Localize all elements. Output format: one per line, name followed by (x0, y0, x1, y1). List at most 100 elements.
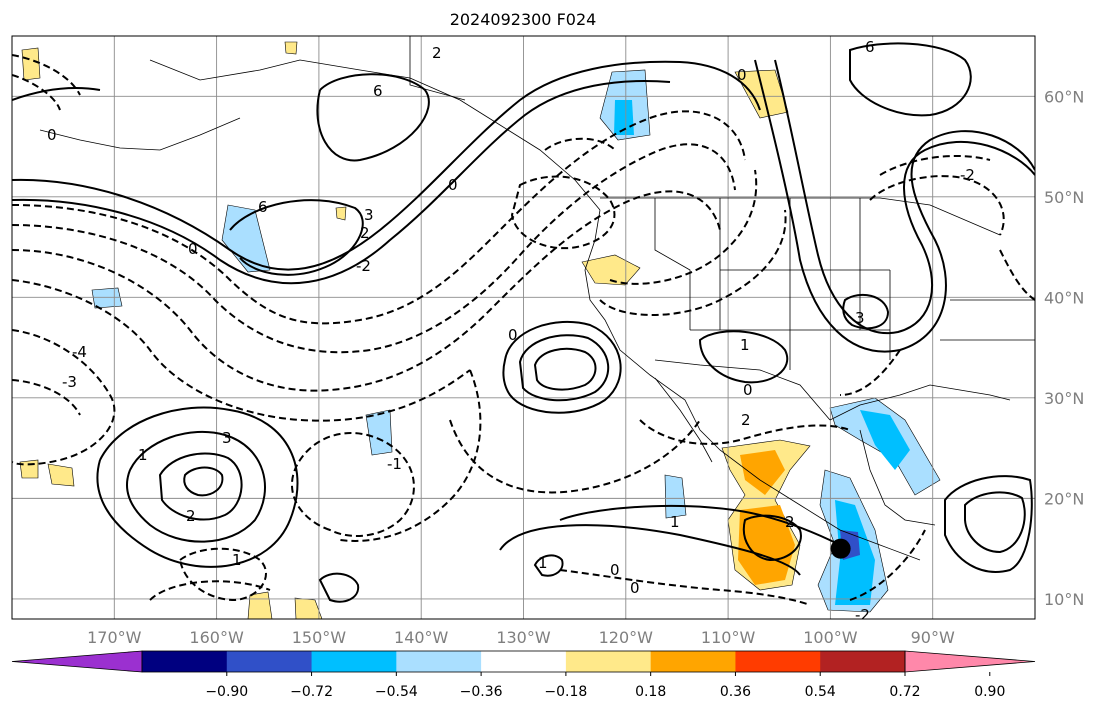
colorbar-segment (565, 651, 652, 672)
lat-tick-label: 50°N (1044, 188, 1084, 207)
contour-label: 0 (448, 176, 458, 194)
border-states (654, 198, 1035, 370)
contour-solid (316, 73, 430, 162)
contour-label: 0 (630, 579, 640, 597)
coast-aleutians (39, 117, 241, 151)
contour-label: 0 (47, 126, 57, 144)
contour-solid (502, 320, 622, 414)
lon-tick-label: 120°W (599, 628, 654, 647)
contour-solid (229, 199, 364, 276)
map-frame (11, 35, 1036, 620)
colorbar-tick-label: −0.90 (205, 684, 248, 700)
colorbar-tick-label: 0.72 (889, 684, 920, 700)
contour-dashed (339, 369, 482, 542)
colorbar-tick-label: 0.54 (805, 684, 836, 700)
contour-dashed (639, 419, 851, 445)
contour-label: 3 (364, 206, 374, 224)
lon-tick-label: 150°W (292, 628, 347, 647)
contour-label: 1 (138, 446, 148, 464)
contour-dashed (609, 169, 758, 285)
lon-tick-label: 160°W (189, 628, 244, 647)
contour-label: -2 (356, 257, 371, 275)
contour-solid (742, 514, 802, 562)
contour-label: 1 (740, 336, 750, 354)
shade-positive-hawaii-b (47, 463, 75, 487)
contour-solid (842, 293, 890, 330)
contour-label: 6 (865, 38, 875, 56)
contour-dashed (869, 175, 1005, 236)
lat-tick-label: 30°N (1044, 389, 1084, 408)
contour-label: 6 (258, 198, 268, 216)
colorbar-tick-label: 0.36 (720, 684, 751, 700)
coast-mexico-east (859, 429, 936, 526)
contour-label: 2 (741, 411, 751, 429)
colorbar-segment (311, 651, 397, 672)
colorbar-tick-label: 0.18 (635, 684, 666, 700)
colorbar-tick-labels: −0.90 −0.72 −0.54 −0.36 −0.18 0.18 0.36 0.54 0.7… (205, 672, 1005, 700)
contour-label: 0 (610, 561, 620, 579)
contour-solid (12, 87, 101, 101)
contour-dashed (12, 190, 721, 392)
contour-solid (96, 406, 299, 568)
shade-positive-small-c (335, 206, 347, 221)
colorbar-tick-label: −0.54 (375, 684, 418, 700)
contour-label: -2 (960, 166, 975, 184)
contour-label: 2 (432, 44, 442, 62)
colorbar (11, 650, 1036, 673)
border-us-mexico (654, 359, 831, 421)
contour-solid (125, 430, 266, 543)
lon-tick-label: 130°W (496, 628, 551, 647)
colorbar-segment (226, 651, 313, 672)
border-us-canada (600, 197, 1001, 236)
contour-label: 0 (508, 326, 518, 344)
colorbar-segment (735, 651, 821, 672)
contour-solid (944, 475, 1033, 573)
shade-positive-small (284, 41, 298, 55)
map-area: -4 -3 -2 -1 0 0 0 0 0 0 0 0 1 1 1 1 1 2 … (12, 36, 1035, 619)
shade-positive-core-a (740, 450, 785, 495)
shade-positive-nw (21, 47, 41, 81)
lon-tick-label: 140°W (394, 628, 449, 647)
contour-label: -1 (387, 455, 402, 473)
colorbar-segment (820, 651, 906, 672)
contour-dashed (849, 529, 926, 601)
colorbar-segment (142, 651, 228, 672)
contour-dashed (544, 137, 616, 151)
contour-dashed (999, 249, 1035, 301)
contour-label: 2 (785, 513, 795, 531)
lon-tick-label: 170°W (87, 628, 142, 647)
contour-dashed (839, 349, 901, 396)
coast-west (584, 209, 921, 561)
lat-tick-label: 40°N (1044, 288, 1084, 307)
lat-tick-label: 60°N (1044, 87, 1084, 106)
contour-dashed (879, 154, 991, 176)
contour-label: 2 (186, 507, 196, 525)
contour-solid (183, 466, 224, 497)
contour-dashed (599, 209, 787, 316)
contour-dashed (449, 419, 701, 494)
contour-label: 1 (538, 554, 548, 572)
coast-baja (654, 377, 713, 463)
lat-tick-label: 20°N (1044, 489, 1084, 508)
contour-dashed (178, 547, 267, 602)
contour-solid (754, 59, 1035, 353)
lat-tick-labels: 60°N 50°N 40°N 30°N 20°N 10°N (1044, 87, 1084, 609)
contour-dashed (12, 110, 746, 325)
shade-negative-gulf-core (860, 410, 910, 470)
contour-solid (518, 334, 610, 402)
coast-gulf (829, 384, 1011, 421)
contour-dashed (12, 379, 81, 416)
shade-positive-core-b (738, 505, 795, 585)
contour-solid (158, 452, 243, 521)
contour-lines (12, 42, 1035, 603)
contour-solid (533, 347, 597, 391)
lat-tick-label: 10°N (1044, 590, 1084, 609)
colorbar-segment (481, 651, 567, 672)
contour-label: 0 (737, 66, 747, 84)
contour-solid (559, 504, 841, 546)
contour-dashed (12, 143, 736, 354)
chart-title: 2024092300 F024 (450, 10, 597, 29)
contour-label: 1 (670, 513, 680, 531)
contour-dashed (290, 432, 415, 537)
shade-negative-small-a (91, 287, 123, 309)
